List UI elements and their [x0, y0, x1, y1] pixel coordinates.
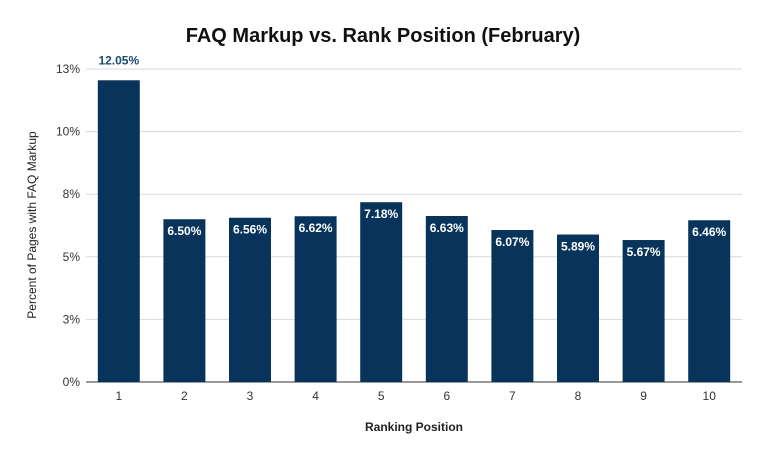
bar: [688, 220, 731, 382]
data-label: 5.67%: [627, 245, 661, 259]
data-label: 6.56%: [233, 223, 267, 237]
data-labels: 12.05% 6.50% 6.56% 6.62% 7.18% 6.63% 6.07% 5.89…: [98, 53, 726, 259]
chart-title: FAQ Markup vs. Rank Position (February): [186, 25, 581, 47]
y-axis-ticks: 0% 3% 5% 8% 10% 13%: [56, 62, 80, 389]
data-label: 6.07%: [495, 235, 529, 249]
bar: [360, 202, 403, 382]
x-axis-ticks: 1 2 3 4 5 6 7 8 9 10: [115, 389, 716, 403]
data-label: 6.46%: [692, 225, 726, 239]
bar: [622, 240, 665, 382]
x-tick-label: 2: [181, 389, 188, 403]
bar: [294, 216, 337, 382]
x-tick-label: 1: [115, 389, 122, 403]
bar: [557, 234, 599, 382]
x-tick-label: 7: [509, 389, 516, 403]
x-tick-label: 6: [443, 389, 450, 403]
bar: [425, 215, 468, 382]
y-tick-label: 5%: [63, 250, 81, 264]
data-label: 7.18%: [364, 207, 398, 221]
y-axis-title: Percent of Pages with FAQ Markup: [25, 131, 39, 319]
data-label: 6.50%: [167, 224, 201, 238]
y-tick-label: 13%: [56, 62, 80, 76]
x-axis-title: Ranking Position: [365, 420, 463, 434]
x-tick-label: 3: [247, 389, 254, 403]
y-tick-label: 8%: [63, 187, 81, 201]
bar: [229, 217, 271, 382]
y-tick-label: 10%: [56, 125, 80, 139]
x-tick-label: 5: [378, 389, 385, 403]
y-tick-label: 0%: [63, 375, 81, 389]
data-label: 5.89%: [561, 240, 595, 254]
bar: [163, 219, 206, 382]
x-tick-label: 4: [312, 389, 319, 403]
y-tick-label: 3%: [63, 312, 81, 326]
bar: [97, 80, 140, 382]
data-label: 6.62%: [299, 221, 333, 235]
data-label: 12.05%: [98, 53, 139, 67]
bars: [97, 80, 731, 382]
x-tick-label: 8: [575, 389, 582, 403]
data-label: 6.63%: [430, 221, 464, 235]
x-tick-label: 9: [640, 389, 647, 403]
bar: [491, 230, 534, 382]
x-tick-label: 10: [703, 389, 717, 403]
